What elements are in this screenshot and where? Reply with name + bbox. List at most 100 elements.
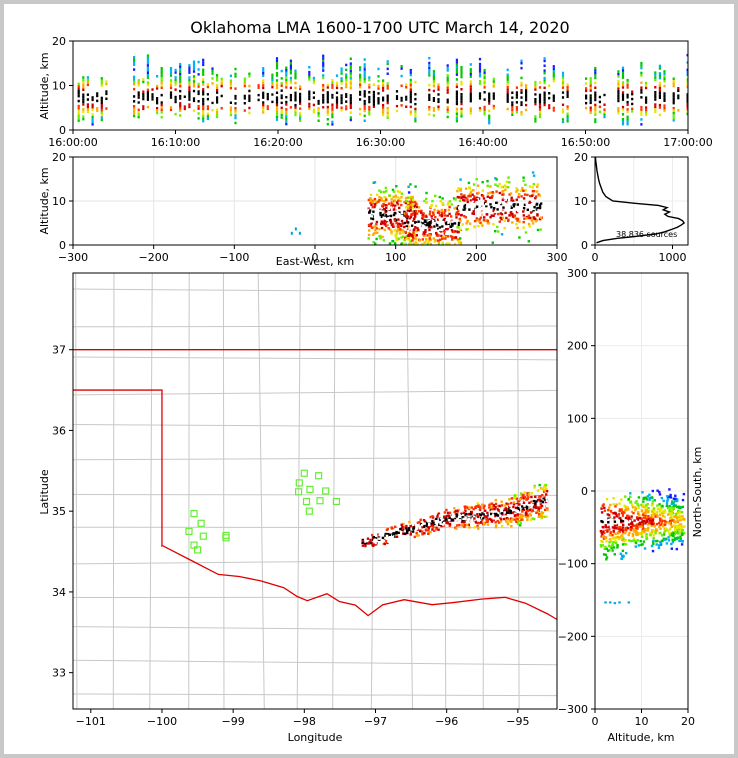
north-south-density-cell [618, 508, 622, 511]
time-altitude-point [331, 113, 334, 116]
time-altitude-point [271, 88, 274, 91]
time-altitude-point [133, 105, 136, 108]
time-altitude-point [561, 86, 565, 89]
time-altitude-point [626, 108, 629, 111]
map-density-cell [539, 500, 542, 503]
time-altitude-point [538, 100, 542, 104]
time-altitude-point [308, 97, 311, 101]
time-altitude-point [654, 88, 657, 91]
map-density-cell [477, 518, 481, 521]
east-west-density-cell [445, 228, 448, 231]
time-altitude-point [202, 68, 205, 71]
map-density-cell [523, 499, 527, 502]
time-altitude-point [349, 106, 352, 109]
time-altitude-point [483, 110, 486, 113]
east-west-density-cell [393, 242, 397, 245]
time-altitude-point [146, 103, 149, 106]
north-south-density-cell [602, 523, 605, 526]
map-density-cell [431, 524, 434, 527]
north-south-density-cell [614, 512, 617, 515]
north-south-density-cell [670, 512, 673, 515]
north-south-density-cell [645, 537, 649, 540]
east-west-density-cell [373, 232, 376, 235]
time-altitude-point [515, 106, 518, 109]
east-west-density-cell [367, 223, 371, 227]
east-west-density-cell [502, 210, 505, 213]
map-density-cell [463, 517, 466, 521]
map-density-cell [490, 506, 493, 509]
time-altitude-point [460, 92, 463, 96]
map-density-cell [530, 492, 533, 495]
east-west-density-cell [407, 234, 410, 237]
time-altitude-point [686, 105, 688, 108]
north-south-density-cell [613, 537, 616, 540]
north-south-density-cell [681, 540, 684, 543]
north-south-density-cell [623, 504, 626, 507]
time-altitude-point [631, 110, 634, 113]
time-altitude-point [672, 104, 675, 107]
time-altitude-point [188, 66, 191, 69]
time-altitude-point [621, 76, 625, 79]
east-west-density-cell [421, 224, 424, 227]
east-west-density-cell [531, 171, 535, 174]
time-altitude-point [405, 105, 408, 108]
map-density-cell [484, 512, 488, 516]
time-altitude-point [192, 65, 196, 68]
time-altitude-point [469, 70, 472, 73]
time-altitude-point [220, 107, 223, 110]
north-south-density-cell [633, 519, 636, 522]
east-west-density-cell [408, 232, 411, 236]
east-west-density-cell [379, 211, 382, 215]
y-tick-label: 0 [581, 485, 588, 498]
time-altitude-point [460, 110, 463, 113]
map-density-cell [546, 508, 549, 512]
time-altitude-point [77, 94, 80, 98]
east-west-density-cell [496, 225, 499, 229]
north-south-density-cell [649, 531, 652, 535]
east-west-density-cell [500, 233, 504, 236]
north-south-density-cell [661, 504, 664, 508]
time-altitude-point [179, 94, 182, 98]
map-density-cell [477, 504, 480, 507]
x-tick-label: −100 [219, 251, 249, 264]
north-south-density-cell [611, 534, 614, 537]
map-density-cell [377, 542, 381, 545]
east-west-density-cell [412, 232, 415, 235]
time-altitude-point [446, 91, 449, 94]
time-altitude-point [566, 95, 569, 98]
east-west-density-cell [441, 214, 444, 217]
north-south-density-cell [658, 503, 661, 506]
map-density-cell [515, 509, 519, 512]
time-altitude-point [248, 84, 251, 88]
time-altitude-point [658, 74, 661, 77]
north-south-density-cell [611, 549, 614, 552]
time-altitude-point [359, 76, 362, 79]
time-altitude-point [414, 80, 417, 84]
time-altitude-point [437, 88, 440, 91]
east-west-density-cell [457, 221, 461, 225]
time-altitude-point [446, 69, 449, 72]
east-west-density-cell [527, 240, 530, 243]
east-west-density-cell [390, 223, 394, 227]
map-density-cell [448, 516, 451, 519]
x-tick-label: 10 [635, 715, 649, 728]
time-altitude-point [77, 99, 80, 103]
time-altitude-point [515, 103, 518, 106]
map-density-cell [389, 537, 393, 541]
map-density-cell [532, 517, 536, 521]
east-west-density-cell [403, 221, 407, 225]
time-altitude-point [585, 89, 588, 93]
east-west-density-cell [536, 213, 539, 216]
map-density-cell [489, 515, 493, 518]
time-altitude-point [511, 111, 514, 114]
time-altitude-point [363, 114, 366, 118]
map-density-cell [504, 504, 507, 507]
east-west-density-cell [409, 203, 413, 207]
time-altitude-point [331, 83, 334, 87]
east-west-density-cell [440, 234, 443, 238]
time-altitude-point [308, 70, 311, 74]
east-west-density-cell [417, 220, 420, 223]
east-west-density-cell [398, 208, 401, 212]
north-south-density-cell [630, 510, 634, 513]
east-west-density-cell [472, 212, 476, 215]
